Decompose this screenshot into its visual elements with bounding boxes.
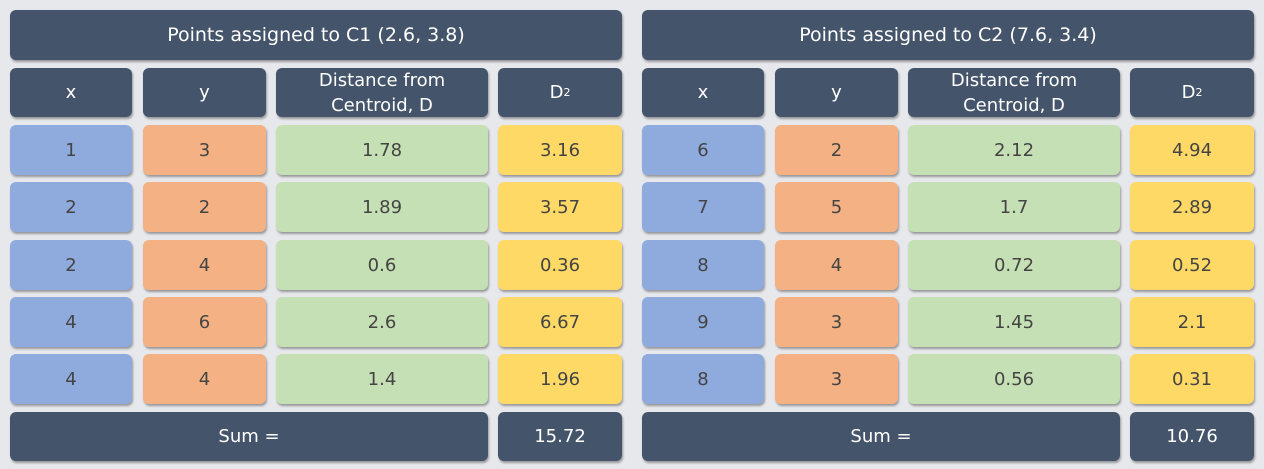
cell-y: 2 bbox=[143, 182, 266, 232]
header-distance-line1: Distance from bbox=[318, 69, 446, 91]
cell-x: 7 bbox=[642, 182, 764, 232]
cluster-table-c2: Points assigned to C2 (7.6, 3.4) x y Dis… bbox=[632, 0, 1264, 469]
cell-y: 3 bbox=[775, 354, 898, 404]
cell-d-squared: 0.31 bbox=[1130, 354, 1254, 404]
header-d-squared-exponent: 2 bbox=[563, 86, 571, 99]
header-d-squared-exponent: 2 bbox=[1195, 86, 1203, 99]
cell-distance: 0.72 bbox=[908, 240, 1120, 290]
cell-d-squared: 2.1 bbox=[1130, 297, 1254, 347]
cell-distance: 2.12 bbox=[908, 125, 1120, 175]
sum-value: 15.72 bbox=[498, 412, 622, 461]
header-d-squared-base: D bbox=[549, 82, 564, 103]
sum-value: 10.76 bbox=[1130, 412, 1254, 461]
header-distance: Distance from Centroid, D bbox=[276, 68, 488, 117]
header-distance-line2: Centroid, D bbox=[331, 94, 433, 116]
cell-y: 4 bbox=[143, 354, 266, 404]
cell-x: 1 bbox=[10, 125, 132, 175]
header-distance-line1: Distance from bbox=[950, 69, 1078, 91]
cell-y: 5 bbox=[775, 182, 898, 232]
cell-y: 4 bbox=[775, 240, 898, 290]
cell-x: 4 bbox=[10, 354, 132, 404]
cell-distance: 1.4 bbox=[276, 354, 488, 404]
cell-d-squared: 3.57 bbox=[498, 182, 622, 232]
cell-y: 6 bbox=[143, 297, 266, 347]
cell-y: 3 bbox=[143, 125, 266, 175]
cell-x: 9 bbox=[642, 297, 764, 347]
cell-x: 2 bbox=[10, 240, 132, 290]
header-d-squared-base: D bbox=[1181, 82, 1196, 103]
cell-y: 2 bbox=[775, 125, 898, 175]
cell-d-squared: 2.89 bbox=[1130, 182, 1254, 232]
header-y: y bbox=[143, 68, 266, 117]
header-x: x bbox=[10, 68, 132, 117]
cell-distance: 1.89 bbox=[276, 182, 488, 232]
cell-y: 4 bbox=[143, 240, 266, 290]
cell-d-squared: 3.16 bbox=[498, 125, 622, 175]
cell-distance: 1.78 bbox=[276, 125, 488, 175]
table-title: Points assigned to C1 (2.6, 3.8) bbox=[10, 10, 622, 60]
header-x: x bbox=[642, 68, 764, 117]
sum-label: Sum = bbox=[642, 412, 1120, 461]
cell-x: 8 bbox=[642, 354, 764, 404]
cell-distance: 0.6 bbox=[276, 240, 488, 290]
cell-d-squared: 0.36 bbox=[498, 240, 622, 290]
cell-x: 8 bbox=[642, 240, 764, 290]
cell-x: 2 bbox=[10, 182, 132, 232]
cell-x: 4 bbox=[10, 297, 132, 347]
cell-d-squared: 0.52 bbox=[1130, 240, 1254, 290]
cell-d-squared: 6.67 bbox=[498, 297, 622, 347]
header-distance-line2: Centroid, D bbox=[963, 94, 1065, 116]
header-y: y bbox=[775, 68, 898, 117]
cell-distance: 2.6 bbox=[276, 297, 488, 347]
cell-distance: 1.45 bbox=[908, 297, 1120, 347]
cell-y: 3 bbox=[775, 297, 898, 347]
cell-d-squared: 4.94 bbox=[1130, 125, 1254, 175]
cell-distance: 1.7 bbox=[908, 182, 1120, 232]
cell-x: 6 bbox=[642, 125, 764, 175]
sum-label: Sum = bbox=[10, 412, 488, 461]
header-distance: Distance from Centroid, D bbox=[908, 68, 1120, 117]
cluster-table-c1: Points assigned to C1 (2.6, 3.8) x y Dis… bbox=[10, 10, 622, 461]
table-title: Points assigned to C2 (7.6, 3.4) bbox=[642, 10, 1254, 60]
cell-d-squared: 1.96 bbox=[498, 354, 622, 404]
cell-distance: 0.56 bbox=[908, 354, 1120, 404]
